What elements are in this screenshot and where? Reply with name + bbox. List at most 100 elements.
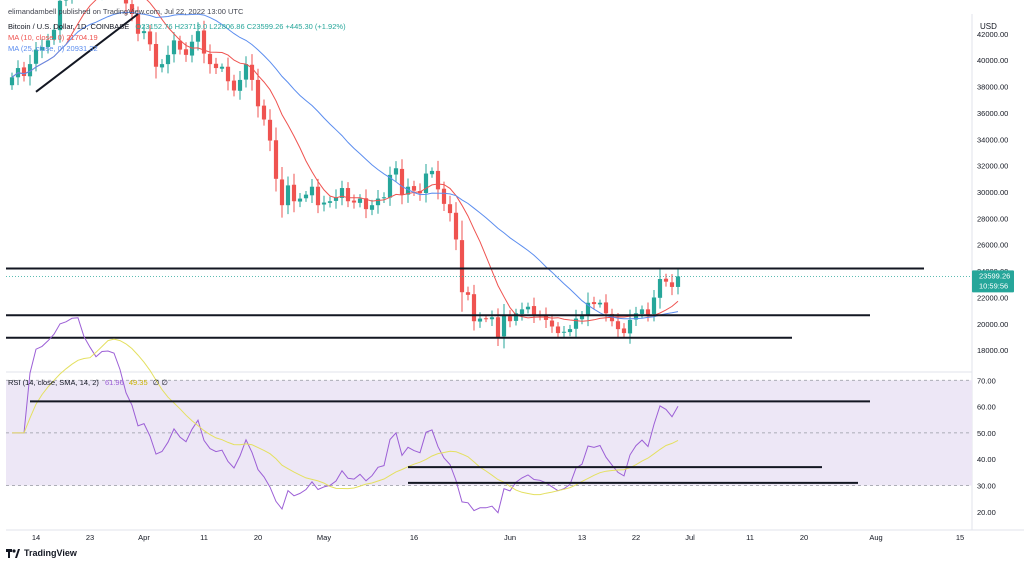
candle-body xyxy=(489,317,495,320)
candle-body xyxy=(381,197,387,199)
price-tick-label: 34000.00 xyxy=(977,135,1008,144)
candle-body xyxy=(249,64,255,80)
time-tick-label: 13 xyxy=(578,533,586,542)
candle-body xyxy=(291,184,297,202)
candle-body xyxy=(543,315,549,320)
candle-body xyxy=(615,321,621,330)
candle-body xyxy=(471,294,477,322)
candle-body xyxy=(123,0,129,4)
candle-body xyxy=(579,315,585,320)
candle-body xyxy=(273,140,279,179)
candle-body xyxy=(651,297,657,314)
rsi-ma-line xyxy=(12,338,679,496)
candle-body xyxy=(201,30,207,54)
price-tick-label: 26000.00 xyxy=(977,241,1008,250)
symbol-title[interactable]: Bitcoin / U.S. Dollar, 1D, COINBASE xyxy=(8,22,130,31)
time-tick-label: 14 xyxy=(32,533,40,542)
candle-body xyxy=(213,63,219,69)
candle-body xyxy=(663,278,669,282)
candle-body xyxy=(303,194,309,199)
candle-body xyxy=(255,79,261,107)
time-tick-label: Jul xyxy=(685,533,695,542)
candle-body xyxy=(33,49,39,64)
time-tick-label: Apr xyxy=(138,533,150,542)
candle-body xyxy=(495,317,501,338)
price-badge-value: 23599.26 xyxy=(979,271,1010,280)
candle-body xyxy=(135,14,141,34)
ohlc-values: O23152.76 H23719.0 L22806.86 C23599.26 +… xyxy=(135,22,346,31)
candle-body xyxy=(513,313,519,321)
time-axis: 14 23 Apr 11 20 May 16 Jun 13 22 Jul 11 20 Aug 15 xyxy=(6,529,1024,542)
ma25-legend: MA (25, close, 0) 20931.32 xyxy=(8,44,98,53)
rsi-tick-label: 60.00 xyxy=(977,403,996,412)
candle-body xyxy=(267,119,273,141)
candle-body xyxy=(147,31,153,45)
price-tick-label: 40000.00 xyxy=(977,56,1008,65)
candle-body xyxy=(603,302,609,314)
trend-line xyxy=(35,13,139,93)
legend-row-ma10[interactable]: MA (10, close, 0) 21704.19 xyxy=(8,33,98,42)
price-tick-label: 38000.00 xyxy=(977,83,1008,92)
candle-body xyxy=(477,318,483,322)
tradingview-footer[interactable]: TradingView xyxy=(6,548,77,558)
candle-body xyxy=(189,41,195,56)
candle-body xyxy=(429,170,435,175)
candle-body xyxy=(339,188,345,198)
candle-body xyxy=(261,105,267,120)
rsi-tick-label: 40.00 xyxy=(977,455,996,464)
candle-body xyxy=(27,64,33,77)
candle-body xyxy=(315,186,321,206)
time-tick-label: Aug xyxy=(869,533,882,542)
candle-body xyxy=(39,46,45,51)
candle-body xyxy=(549,320,555,327)
time-tick-label: 11 xyxy=(746,533,754,542)
candle-body xyxy=(567,329,573,333)
candle-body xyxy=(357,198,363,203)
candle-body xyxy=(9,77,15,86)
price-tick-label: 28000.00 xyxy=(977,214,1008,223)
candle-body xyxy=(45,40,51,47)
time-tick-label: 15 xyxy=(956,533,964,542)
candle-body xyxy=(345,188,351,202)
candle-body xyxy=(669,282,675,287)
time-tick-label: Jun xyxy=(504,533,516,542)
candle-body xyxy=(483,318,489,320)
candle-body xyxy=(351,200,357,203)
rsi-legend[interactable]: RSI (14, close, SMA, 14, 2) 61.96 49.35 … xyxy=(8,378,168,387)
candle-body xyxy=(507,316,513,322)
candle-body xyxy=(435,170,441,190)
rsi-tick-label: 70.00 xyxy=(977,376,996,385)
candle-body xyxy=(171,40,177,55)
rsi-tick-label: 20.00 xyxy=(977,508,996,517)
time-tick-label: 16 xyxy=(410,533,418,542)
candle-body xyxy=(387,174,393,198)
candle-body xyxy=(183,49,189,55)
price-tick-label: 30000.00 xyxy=(977,188,1008,197)
candle-body xyxy=(447,204,453,214)
candle-body xyxy=(375,198,381,206)
time-tick-label: 22 xyxy=(632,533,640,542)
candle-body xyxy=(279,179,285,206)
candle-body xyxy=(57,0,63,31)
candle-body xyxy=(525,306,531,310)
candle-body xyxy=(321,202,327,205)
time-tick-label: 23 xyxy=(86,533,94,542)
legend-row-ma25[interactable]: MA (25, close, 0) 20931.32 xyxy=(8,44,98,53)
tradingview-logo-icon xyxy=(6,548,20,558)
candle-body xyxy=(21,67,27,76)
price-badge-countdown: 10:59:56 xyxy=(979,281,1008,290)
time-tick-label: 20 xyxy=(254,533,262,542)
candle-body xyxy=(285,185,291,206)
candle-body xyxy=(219,66,225,69)
publisher-line: elimandambell published on TradingView.c… xyxy=(8,7,244,16)
candle-body xyxy=(453,212,459,240)
candle-body xyxy=(369,205,375,210)
rsi-legend-title: RSI (14, close, SMA, 14, 2) xyxy=(8,378,99,387)
candle-body xyxy=(411,186,417,191)
time-tick-label: 20 xyxy=(800,533,808,542)
price-tick-label: 36000.00 xyxy=(977,109,1008,118)
candle-body xyxy=(441,188,447,204)
candle-body xyxy=(129,4,135,15)
ma25-line xyxy=(11,11,679,320)
